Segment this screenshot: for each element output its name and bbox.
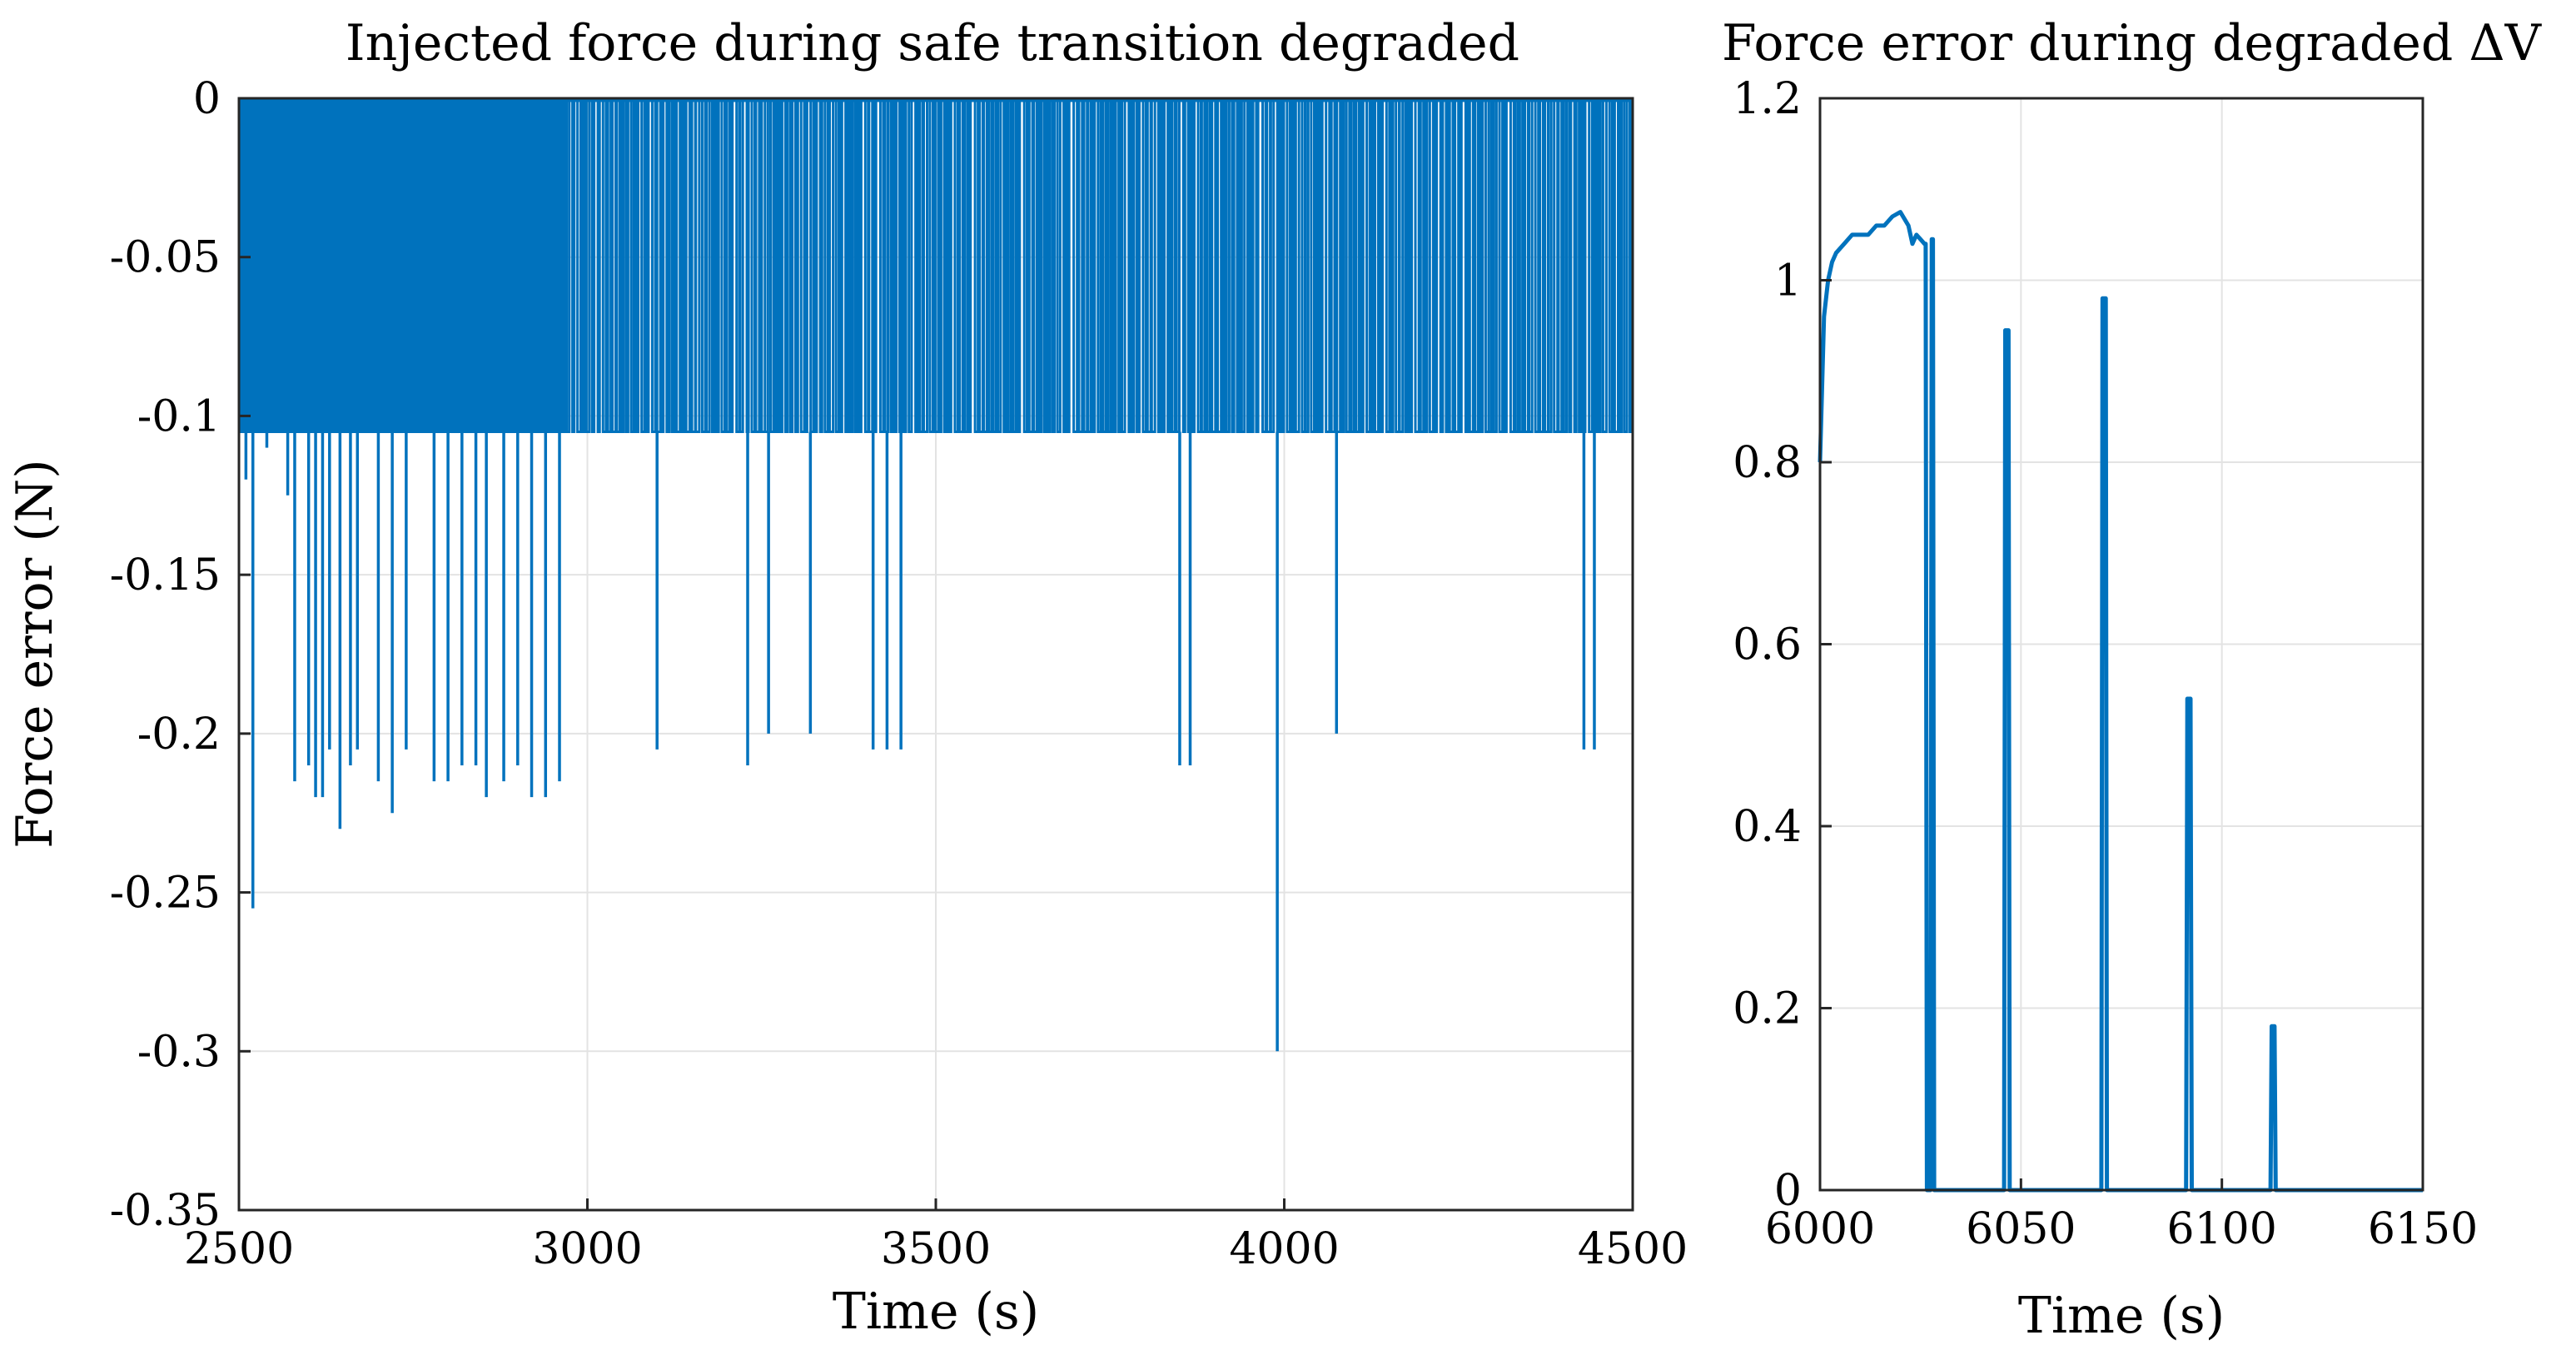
y-tick-label: 0.8 — [1733, 438, 1802, 488]
x-tick-label: 2500 — [184, 1224, 294, 1274]
x-axis-label: Time (s) — [2018, 1287, 2225, 1345]
y-tick-label: 0.2 — [1733, 984, 1802, 1034]
x-tick-label: 6000 — [1765, 1204, 1875, 1254]
y-tick-label: 0 — [1774, 1166, 1802, 1216]
x-tick-label: 6050 — [1966, 1204, 2076, 1254]
y-tick-label: -0.3 — [137, 1027, 221, 1077]
x-tick-label: 3500 — [881, 1224, 991, 1274]
y-axis-label: Force error (N) — [6, 459, 64, 848]
plot-frame — [237, 97, 1634, 1212]
x-tick-label: 4500 — [1578, 1224, 1688, 1274]
axis-ticks: 2500 3000 3500 4000 4500 0 -0.05 -0.1 -0.15 -0.2 -… — [110, 74, 1688, 1274]
series-force-error — [237, 97, 1634, 1052]
y-tick-label: -0.25 — [110, 869, 221, 919]
y-tick-label: 0 — [193, 74, 221, 124]
x-tick-label: 6150 — [2368, 1204, 2478, 1254]
x-tick-label: 3000 — [532, 1224, 642, 1274]
y-tick-label: 0.6 — [1733, 620, 1802, 670]
y-tick-label: 1 — [1774, 257, 1802, 306]
y-tick-label: -0.05 — [110, 233, 221, 283]
y-tick-label: -0.2 — [137, 710, 221, 760]
x-tick-label: 6100 — [2166, 1204, 2276, 1254]
x-axis-label: Time (s) — [833, 1283, 1039, 1341]
x-tick-label: 4000 — [1229, 1224, 1339, 1274]
axis-ticks: 6000 6050 6100 6150 0 0.2 0.4 0.6 0.8 1 1.2 — [1733, 74, 2478, 1254]
chart-title: Force error during degraded ΔV — [1722, 14, 2543, 72]
y-tick-label: 1.2 — [1733, 74, 1802, 124]
signal-oscillation — [237, 98, 1634, 433]
plot-frame — [1818, 97, 2424, 1192]
y-tick-label: -0.1 — [137, 391, 221, 441]
chart-injected-force: Injected force during safe transition de… — [6, 14, 1688, 1341]
chart-degraded-dv: Force error during degraded ΔV 6000 6050 6… — [1722, 14, 2543, 1345]
y-tick-label: 0.4 — [1733, 802, 1802, 852]
y-tick-label: -0.15 — [110, 550, 221, 600]
chart-title: Injected force during safe transition de… — [346, 14, 1519, 72]
y-tick-label: -0.35 — [110, 1186, 221, 1236]
